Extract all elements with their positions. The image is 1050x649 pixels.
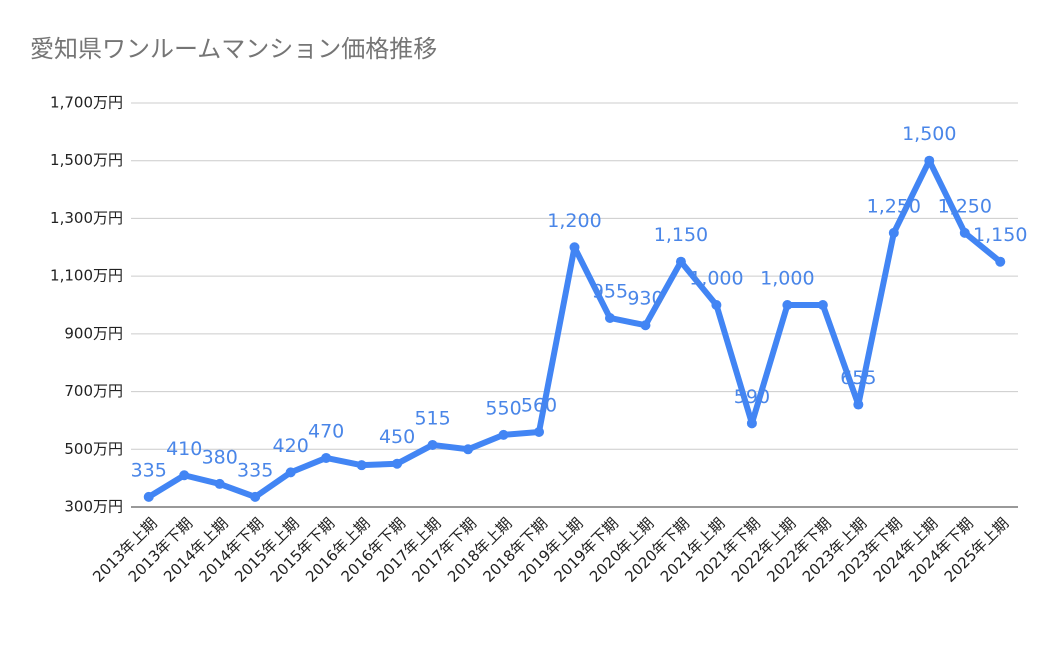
point: [214, 478, 225, 489]
point: [746, 418, 757, 429]
y-tick-label: 500万円: [64, 440, 123, 458]
point: [782, 300, 793, 310]
point: [463, 444, 474, 455]
point: [321, 452, 332, 463]
point: [427, 439, 438, 450]
point: [995, 256, 1006, 267]
data-label: 450: [379, 426, 415, 448]
data-label: 410: [166, 438, 202, 460]
point: [285, 467, 296, 478]
point: [711, 300, 722, 310]
y-tick-label: 700万円: [64, 382, 123, 400]
data-label: 1,150: [973, 224, 1027, 246]
data-label: 1,500: [902, 123, 956, 145]
y-tick-label: 1,300万円: [50, 209, 123, 227]
data-label: 470: [308, 420, 344, 442]
y-tick-label: 1,700万円: [50, 94, 123, 112]
y-tick-label: 300万円: [64, 498, 123, 516]
point: [675, 256, 686, 267]
point: [498, 429, 509, 440]
data-label: 930: [627, 288, 663, 310]
data-label: 1,200: [547, 210, 601, 232]
data-label: 590: [734, 386, 770, 408]
point: [143, 491, 154, 502]
chart-title: 愛知県ワンルームマンション価格推移: [30, 35, 437, 63]
y-tick-label: 1,500万円: [50, 151, 123, 169]
data-label: 380: [202, 446, 238, 468]
point: [853, 399, 864, 410]
data-label: 550: [485, 397, 521, 419]
data-label: 1,000: [689, 268, 743, 290]
point: [888, 227, 899, 238]
point: [569, 242, 580, 253]
point: [924, 155, 935, 166]
y-tick-label: 1,100万円: [50, 267, 123, 285]
data-label: 655: [840, 367, 876, 389]
data-label: 1,150: [654, 224, 708, 246]
data-label: 1,250: [938, 195, 992, 217]
point: [250, 491, 261, 502]
point: [179, 470, 190, 481]
data-label: 335: [237, 459, 273, 481]
data-label: 1,250: [867, 195, 921, 217]
data-label: 955: [592, 280, 628, 302]
point: [604, 312, 615, 323]
y-tick-label: 900万円: [64, 324, 123, 342]
data-label: 420: [273, 435, 309, 457]
data-label: 1,000: [760, 268, 814, 290]
point: [534, 426, 545, 437]
point: [959, 227, 970, 238]
point: [392, 458, 403, 469]
point: [817, 300, 828, 310]
data-label: 515: [414, 407, 450, 429]
point: [640, 320, 651, 331]
data-label: 560: [521, 394, 557, 416]
data-label: 335: [131, 459, 167, 481]
point: [356, 460, 367, 471]
